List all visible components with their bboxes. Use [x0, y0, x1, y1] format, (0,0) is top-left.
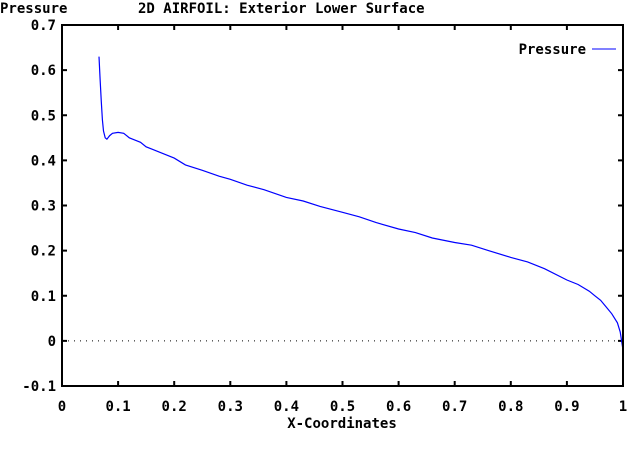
- y-tick-label: 0.1: [31, 289, 56, 305]
- x-tick-label: 0.5: [330, 399, 355, 415]
- legend-label: Pressure: [519, 42, 586, 58]
- series-pressure-line: [98, 56, 624, 350]
- x-tick-label: 0.6: [386, 399, 411, 415]
- x-tick-label: 0.4: [274, 399, 299, 415]
- x-tick-label: 1: [619, 399, 627, 415]
- y-axis-label: Pressure: [0, 1, 67, 17]
- chart-title: 2D AIRFOIL: Exterior Lower Surface: [138, 1, 425, 17]
- y-tick-label: -0.1: [22, 379, 56, 395]
- y-tick-label: 0.7: [31, 18, 56, 34]
- y-tick-label: 0: [48, 334, 56, 350]
- y-tick-label: 0.4: [31, 153, 56, 169]
- y-tick-label: 0.5: [31, 108, 56, 124]
- x-tick-label: 0.7: [442, 399, 467, 415]
- x-tick-label: 0.9: [554, 399, 579, 415]
- x-tick-label: 0.2: [162, 399, 187, 415]
- x-tick-label: 0.1: [105, 399, 130, 415]
- x-tick-label: 0: [58, 399, 66, 415]
- x-tick-label: 0.3: [218, 399, 243, 415]
- x-tick-label: 0.8: [498, 399, 523, 415]
- y-tick-label: 0.3: [31, 199, 56, 215]
- x-axis-label: X-Coordinates: [287, 416, 397, 432]
- y-tick-label: 0.2: [31, 244, 56, 260]
- y-tick-label: 0.6: [31, 63, 56, 79]
- plot-frame: [61, 24, 624, 387]
